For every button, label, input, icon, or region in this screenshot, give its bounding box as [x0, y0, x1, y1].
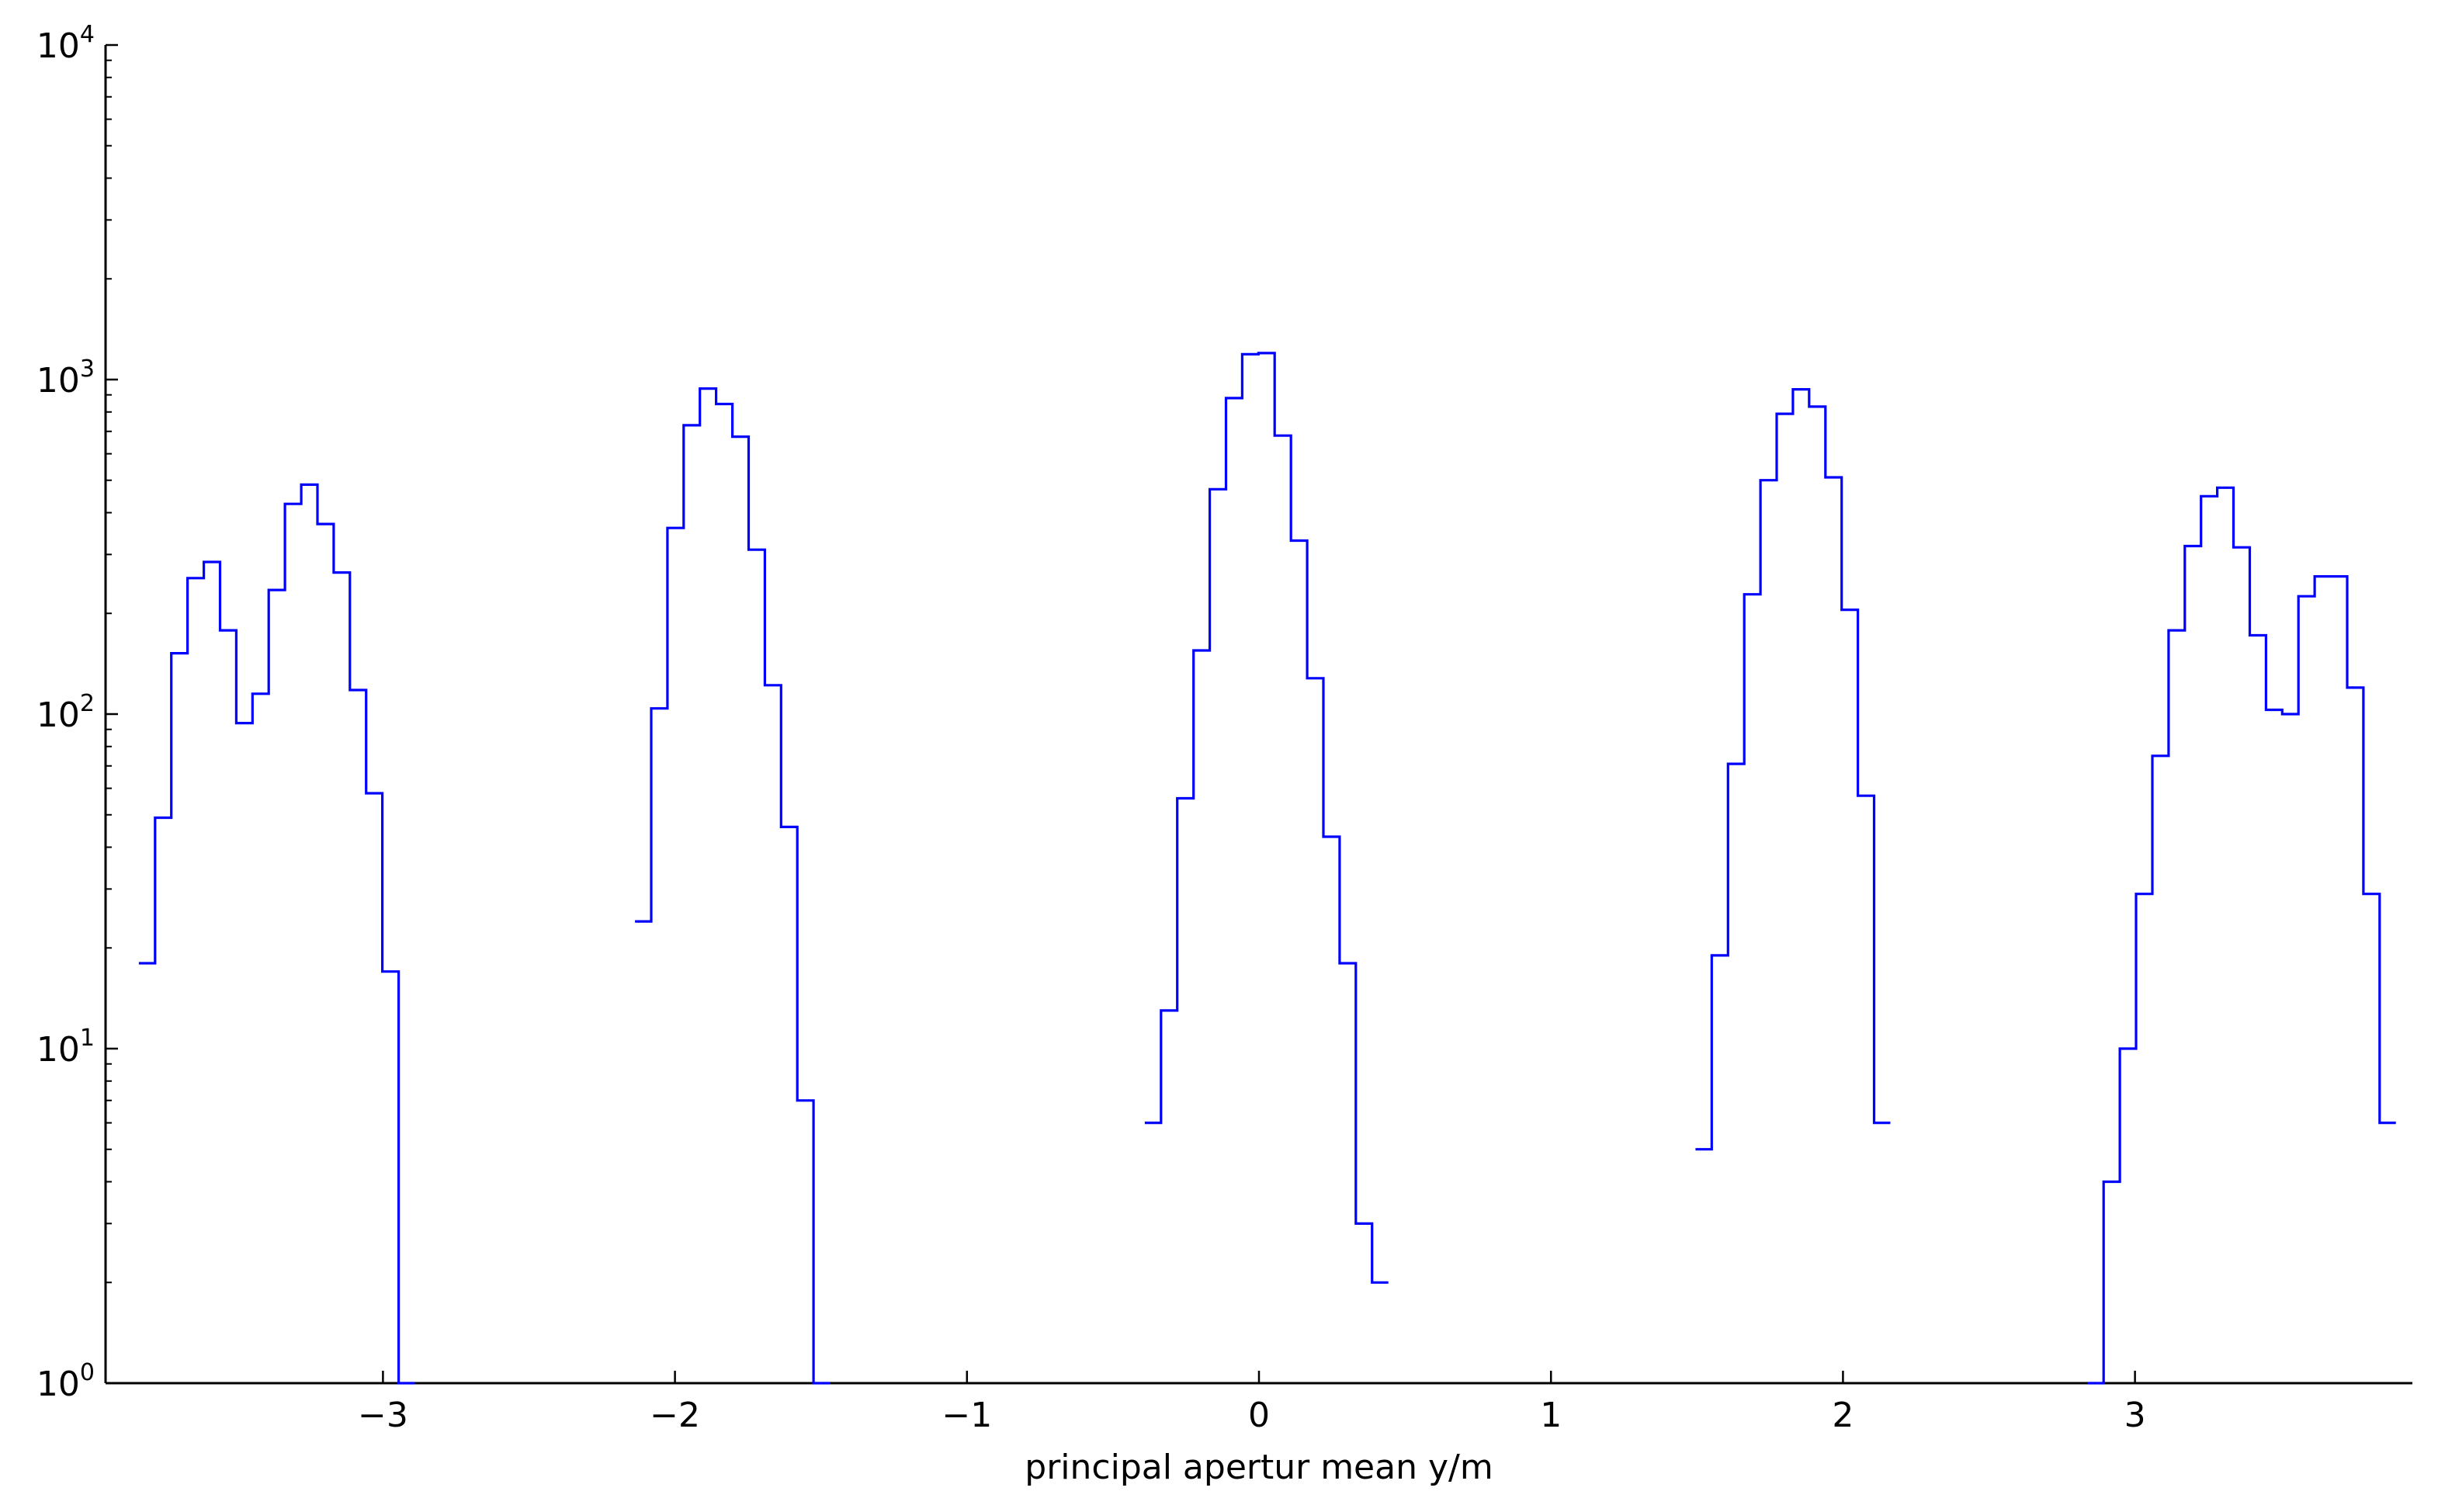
x-tick-label: −1 [942, 1396, 992, 1435]
x-tick-label: 0 [1248, 1396, 1270, 1435]
x-tick-label: 3 [2124, 1396, 2146, 1435]
x-axis-label: principal apertur mean y/m [1025, 1448, 1493, 1487]
histogram-series-3 [1144, 352, 1389, 1284]
histogram-series-2 [635, 387, 831, 1385]
x-tick-label: 2 [1832, 1396, 1854, 1435]
series-layer [138, 352, 2396, 1385]
histogram-series-4 [1695, 388, 1891, 1151]
y-tick-label: 103 [36, 355, 95, 401]
y-tick-label: 104 [36, 21, 95, 66]
histogram-series-5 [2087, 486, 2396, 1385]
x-tick-label: 1 [1540, 1396, 1562, 1435]
y-tick-label: 100 [36, 1359, 95, 1404]
x-tick-label: −3 [358, 1396, 408, 1435]
histogram-series-1 [138, 483, 415, 1385]
axes [104, 45, 2412, 1385]
y-tick-label: 102 [36, 690, 95, 735]
y-tick-label: 101 [36, 1025, 95, 1070]
ticks: −3 −2 −1 0 1 2 3 100 101 102 103 104 [36, 21, 2146, 1435]
x-tick-label: −2 [650, 1396, 700, 1435]
